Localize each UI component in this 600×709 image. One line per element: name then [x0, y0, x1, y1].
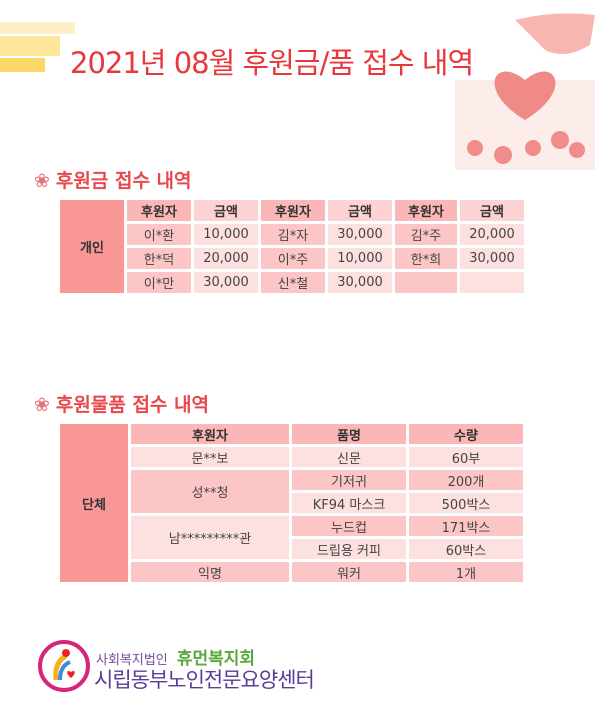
goods-section-heading: ❀ 후원물품 접수 내역 — [34, 390, 209, 417]
decor-bar — [0, 58, 45, 72]
donor-cell: 문**보 — [131, 447, 289, 467]
table-row: 한*덕 20,000 이*주 10,000 한*희 30,000 — [60, 248, 524, 269]
goods-heading-text: 후원물품 접수 내역 — [55, 394, 209, 416]
amount-cell: 10,000 — [328, 248, 392, 269]
amount-cell: 20,000 — [460, 224, 524, 245]
amount-cell: 10,000 — [194, 224, 258, 245]
header-cell: 품명 — [292, 424, 406, 444]
header-cell: 후원자 — [131, 424, 289, 444]
donor-cell: 남*********관 — [131, 516, 289, 559]
header-cell: 금액 — [194, 200, 258, 221]
table-row: 이*환 10,000 김*자 30,000 김*주 20,000 — [60, 224, 524, 245]
item-cell: KF94 마스크 — [292, 493, 406, 513]
decor-bar — [0, 36, 60, 56]
flower-icon: ❀ — [34, 394, 50, 416]
flower-icon: ❀ — [34, 170, 50, 192]
donation-hearts-illustration — [455, 13, 595, 170]
donor-cell: 김*주 — [395, 224, 457, 245]
item-cell: 누드컵 — [292, 516, 406, 536]
group-label: 개인 — [60, 200, 124, 293]
goods-table: 단체 후원자 품명 수량 문**보 신문 60부 성**청 기저귀 200개 KF94 … — [57, 421, 526, 585]
donor-cell: 한*희 — [395, 248, 457, 269]
money-section-heading: ❀ 후원금 접수 내역 — [34, 166, 192, 193]
header-cell: 후원자 — [127, 200, 191, 221]
money-heading-text: 후원금 접수 내역 — [55, 170, 192, 192]
group-label: 단체 — [60, 424, 128, 582]
item-cell: 신문 — [292, 447, 406, 467]
qty-cell: 1개 — [409, 562, 523, 582]
donor-cell: 이*환 — [127, 224, 191, 245]
donor-cell: 김*자 — [261, 224, 325, 245]
amount-cell: 30,000 — [460, 248, 524, 269]
header-cell: 금액 — [328, 200, 392, 221]
amount-cell: 30,000 — [194, 272, 258, 293]
qty-cell: 500박스 — [409, 493, 523, 513]
amount-cell — [460, 272, 524, 293]
logo-subtitle: 사회복지법인 — [96, 653, 168, 668]
donor-cell: 신*철 — [261, 272, 325, 293]
table-row: 문**보 신문 60부 — [60, 447, 523, 467]
donor-cell — [395, 272, 457, 293]
table-row: 남*********관 누드컵 171박스 — [60, 516, 523, 559]
donor-cell: 익명 — [131, 562, 289, 582]
qty-cell: 60부 — [409, 447, 523, 467]
amount-cell: 30,000 — [328, 224, 392, 245]
header-cell: 후원자 — [395, 200, 457, 221]
donor-cell: 성**청 — [131, 470, 289, 513]
header-cell: 후원자 — [261, 200, 325, 221]
logo-center-name: 시립동부노인전문요양센터 — [94, 668, 315, 692]
amount-cell: 30,000 — [328, 272, 392, 293]
amount-cell: 20,000 — [194, 248, 258, 269]
qty-cell: 171박스 — [409, 516, 523, 536]
money-table: 개인 후원자 금액 후원자 금액 후원자 금액 이*환 10,000 김*자 30,0… — [57, 197, 527, 296]
donor-cell: 이*주 — [261, 248, 325, 269]
table-row: 이*만 30,000 신*철 30,000 — [60, 272, 524, 293]
qty-cell: 60박스 — [409, 539, 523, 559]
item-cell: 기저귀 — [292, 470, 406, 490]
logo-emblem-icon — [38, 640, 90, 692]
donor-cell: 한*덕 — [127, 248, 191, 269]
table-row: 성**청 기저귀 200개 — [60, 470, 523, 513]
header-cell: 금액 — [460, 200, 524, 221]
item-cell: 드립용 커피 — [292, 539, 406, 559]
table-row: 익명 워커 1개 — [60, 562, 523, 582]
qty-cell: 200개 — [409, 470, 523, 490]
logo-name: 휴먼복지회 — [176, 649, 256, 669]
table-row: 드립용 커피 60박스 — [60, 539, 523, 559]
donor-cell: 이*만 — [127, 272, 191, 293]
header-cell: 수량 — [409, 424, 523, 444]
item-cell: 워커 — [292, 562, 406, 582]
decor-bar — [0, 22, 75, 34]
page-title: 2021년 08월 후원금/품 접수 내역 — [70, 46, 474, 80]
table-row: KF94 마스크 500박스 — [60, 493, 523, 513]
